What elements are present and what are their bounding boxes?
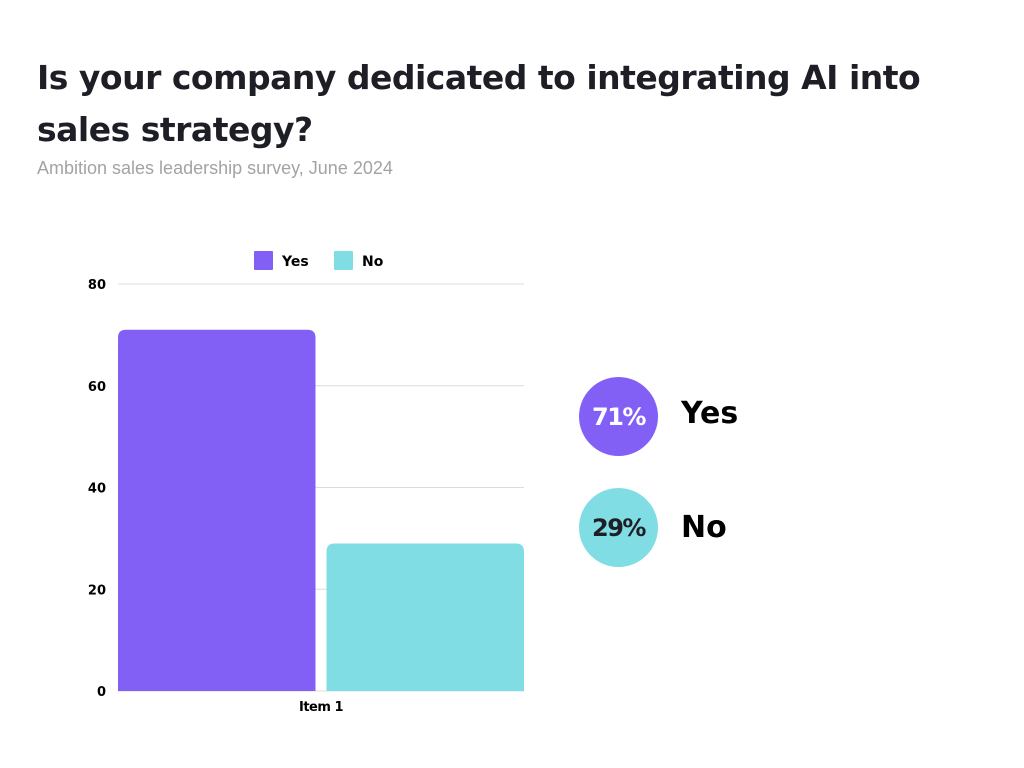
y-tick-label: 80 <box>88 278 106 293</box>
yes-badge-label: Yes <box>681 396 739 431</box>
legend-label-no: No <box>362 254 384 270</box>
chart-title: Is your company dedicated to integrating… <box>37 58 921 149</box>
y-tick-label: 40 <box>88 482 106 497</box>
yes-percent-badge: 71% <box>579 377 658 456</box>
no-percent-badge: 29% <box>579 488 658 567</box>
bar-chart: 0 20 40 60 80 Item 1 Yes No <box>88 251 524 715</box>
legend-swatch-no <box>334 251 353 270</box>
y-tick-label: 0 <box>97 685 106 700</box>
bar-yes <box>118 329 316 691</box>
no-badge-label: No <box>681 510 727 545</box>
legend-label-yes: Yes <box>281 254 309 270</box>
legend-swatch-yes <box>254 251 273 270</box>
y-tick-label: 60 <box>88 380 106 395</box>
y-tick-label: 20 <box>88 583 106 598</box>
x-tick-label: Item 1 <box>299 700 343 715</box>
chart-subtitle: Ambition sales leadership survey, June 2… <box>37 158 393 178</box>
bar-no <box>326 543 524 691</box>
